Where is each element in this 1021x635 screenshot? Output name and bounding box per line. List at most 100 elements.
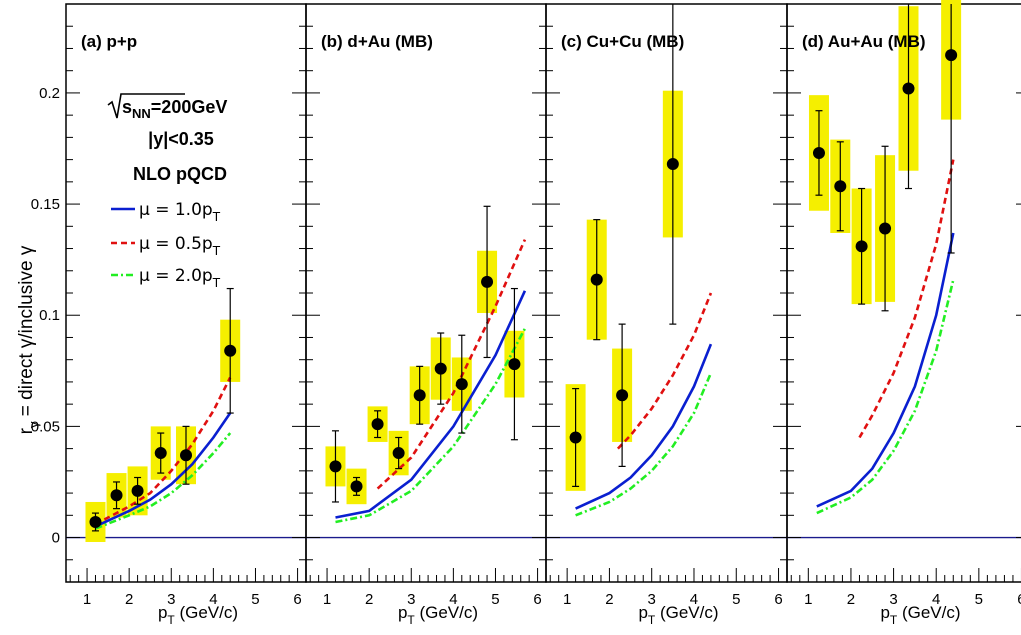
x-tick-label: 6 bbox=[533, 591, 541, 608]
x-tick-label: 2 bbox=[847, 591, 855, 608]
x-axis-label-rest: (GeV/c) bbox=[897, 603, 960, 622]
x-tick-label: 4 bbox=[932, 591, 940, 608]
legend-entry-mu-0.5: μ = 0.5pT bbox=[139, 234, 221, 258]
panel-1: 1 2 3 4 5 6 (b) d+Au (MB) bbox=[305, 3, 547, 608]
legend: NLO pQCD μ = 1.0pT μ = 0.5pT μ = 2.0pT bbox=[111, 164, 227, 290]
panel-0: 1 2 3 4 5 6 (a) p+p bbox=[65, 3, 307, 608]
data-point bbox=[945, 49, 958, 62]
rapidity-label: |y|<0.35 bbox=[148, 129, 214, 149]
x-axis-label-main: p bbox=[880, 603, 889, 622]
x-tick-label: 3 bbox=[167, 591, 175, 608]
y-axis-label: rγ = direct γ/inclusive γ bbox=[16, 245, 41, 434]
data-point bbox=[508, 358, 521, 371]
theory-curve bbox=[94, 376, 232, 526]
data-point bbox=[569, 431, 582, 444]
data-point bbox=[131, 484, 144, 497]
x-axis-label-main: p bbox=[158, 603, 167, 622]
x-axis-label-main: p bbox=[638, 603, 647, 622]
x-axis-label-subscript: T bbox=[890, 613, 898, 627]
x-axis-labels: pT (GeV/c) pT (GeV/c) pT (GeV/c) pT (GeV/c) bbox=[158, 603, 961, 627]
legend-title: NLO pQCD bbox=[133, 164, 227, 184]
x-axis-label-subscript: T bbox=[407, 613, 415, 627]
panel-3: 1 2 3 4 5 6 (d) Au+Au (MB) bbox=[786, 0, 1021, 608]
data-point bbox=[666, 158, 679, 171]
data-point bbox=[616, 389, 629, 402]
legend-entry-mu-2-sub: T bbox=[212, 276, 221, 290]
x-tick-label: 6 bbox=[774, 591, 782, 608]
x-axis-label: pT (GeV/c) bbox=[398, 603, 478, 627]
theory-curve bbox=[816, 232, 955, 508]
x-axis-label: pT (GeV/c) bbox=[158, 603, 238, 627]
data-point bbox=[392, 447, 405, 460]
theory-curve bbox=[575, 372, 713, 517]
x-axis-label-rest: (GeV/c) bbox=[655, 603, 718, 622]
y-tick-label: 0.15 bbox=[31, 196, 60, 213]
y-axis-label-rest: = direct γ/inclusive γ bbox=[16, 245, 37, 421]
x-tick-label: 4 bbox=[209, 591, 217, 608]
panels-group: 1 2 3 4 5 6 (a) p+p 1 2 3 4 5 6 (b) d+Au (MB) 1 2 3 4 5 6 (c… bbox=[31, 0, 1021, 608]
data-point bbox=[902, 82, 915, 95]
data-point bbox=[350, 480, 363, 493]
theory-curve bbox=[335, 290, 527, 519]
data-point bbox=[413, 389, 426, 402]
theory-curve bbox=[95, 432, 232, 530]
x-axis-label-rest: (GeV/c) bbox=[415, 603, 478, 622]
panel-title: (d) Au+Au (MB) bbox=[802, 32, 926, 51]
x-tick-label: 6 bbox=[293, 591, 301, 608]
data-point bbox=[110, 489, 123, 502]
data-point bbox=[329, 460, 342, 473]
data-point bbox=[455, 378, 468, 391]
legend-entry-mu-1: μ = 1.0pT bbox=[139, 200, 221, 224]
x-tick-label: 4 bbox=[690, 591, 698, 608]
x-tick-label: 2 bbox=[365, 591, 373, 608]
x-tick-label: 5 bbox=[975, 591, 983, 608]
data-point bbox=[590, 273, 603, 286]
y-axis-label-subscript: γ bbox=[26, 421, 41, 428]
theory-curve bbox=[816, 279, 955, 515]
data-point bbox=[434, 362, 447, 375]
x-tick-label: 1 bbox=[323, 591, 331, 608]
x-tick-label: 5 bbox=[491, 591, 499, 608]
x-tick-label: 1 bbox=[804, 591, 812, 608]
data-point bbox=[879, 222, 892, 235]
y-axis-label-main: r bbox=[16, 427, 37, 434]
x-tick-label: 3 bbox=[407, 591, 415, 608]
x-tick-label: 4 bbox=[449, 591, 457, 608]
x-axis-label-rest: (GeV/c) bbox=[175, 603, 238, 622]
panel-frame bbox=[65, 3, 307, 583]
data-point bbox=[834, 180, 847, 193]
energy-value: =200GeV bbox=[151, 97, 228, 117]
theory-curve bbox=[616, 292, 713, 450]
theory-curve bbox=[94, 412, 232, 528]
data-point bbox=[154, 447, 167, 460]
y-tick-label: 0.1 bbox=[39, 307, 60, 324]
data-point bbox=[180, 449, 192, 462]
data-point bbox=[481, 275, 494, 288]
theory-curve bbox=[575, 343, 713, 510]
energy-label: sNN=200GeV bbox=[122, 97, 227, 121]
x-axis-label-subscript: T bbox=[648, 613, 656, 627]
x-tick-label: 6 bbox=[1017, 591, 1021, 608]
annotation-block: sNN=200GeV |y|<0.35 bbox=[107, 93, 227, 149]
legend-entry-mu-0.5-label: μ = 0.5p bbox=[139, 234, 213, 254]
legend-entry-mu-1-sub: T bbox=[212, 210, 221, 224]
panel-title: (c) Cu+Cu (MB) bbox=[561, 32, 684, 51]
x-tick-label: 1 bbox=[83, 591, 91, 608]
data-point bbox=[371, 418, 384, 431]
legend-entry-mu-0.5-sub: T bbox=[212, 244, 221, 258]
x-axis-label: pT (GeV/c) bbox=[880, 603, 960, 627]
y-tick-label: 0 bbox=[52, 530, 60, 547]
y-tick-label: 0.05 bbox=[31, 418, 60, 435]
x-axis-label: pT (GeV/c) bbox=[638, 603, 718, 627]
theory-curve bbox=[858, 159, 955, 439]
legend-entry-mu-2: μ = 2.0pT bbox=[139, 266, 221, 290]
data-point bbox=[224, 344, 237, 357]
x-tick-label: 3 bbox=[889, 591, 897, 608]
y-tick-label: 0.2 bbox=[39, 85, 60, 102]
energy-subscript: NN bbox=[132, 106, 151, 121]
legend-entry-mu-2-label: μ = 2.0p bbox=[139, 266, 213, 286]
data-point bbox=[855, 240, 868, 253]
x-tick-label: 5 bbox=[732, 591, 740, 608]
panel-frame bbox=[305, 3, 547, 583]
